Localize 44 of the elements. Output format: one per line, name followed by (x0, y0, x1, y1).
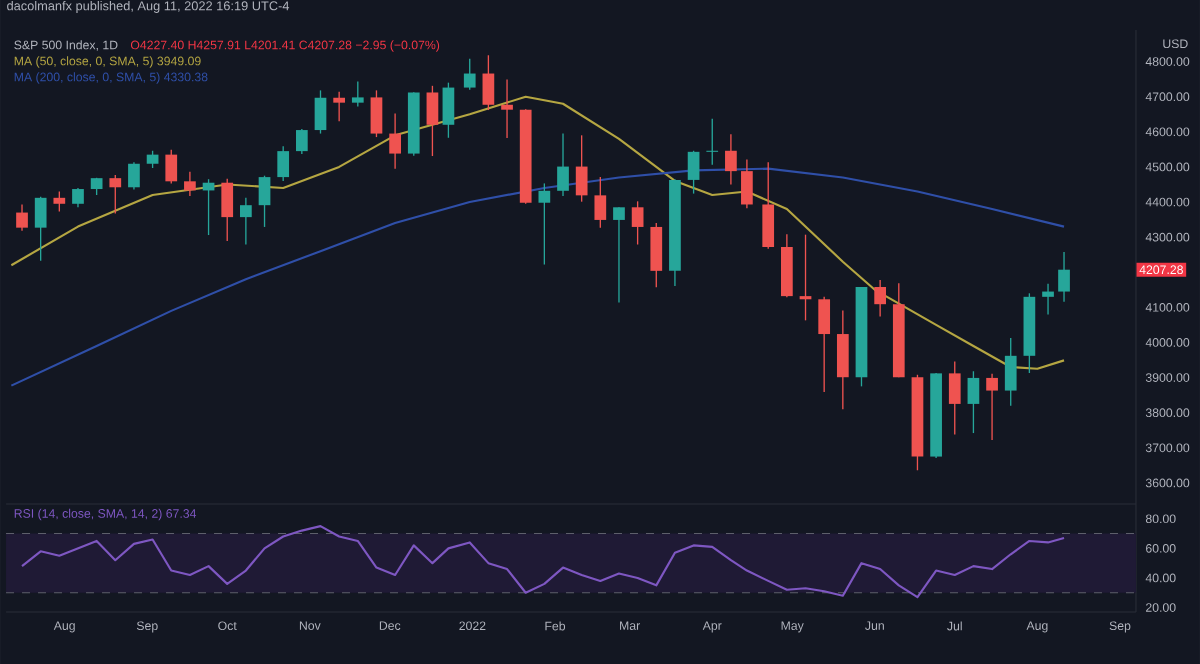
candlestick (34, 196, 47, 262)
candlestick (501, 78, 513, 139)
candlestick (1004, 337, 1017, 407)
candlestick (557, 132, 569, 197)
candlestick (594, 176, 607, 229)
candlestick (295, 128, 308, 155)
candlestick (986, 373, 998, 441)
candlestick (631, 200, 644, 246)
candlestick (1058, 251, 1070, 303)
candlestick (706, 118, 719, 166)
candlestick (53, 190, 66, 213)
candlestick (351, 80, 364, 108)
candlestick (818, 296, 831, 393)
candlestick (762, 161, 775, 250)
candlestick (874, 279, 886, 318)
candlestick (277, 145, 290, 182)
candlestick (128, 161, 140, 191)
candlestick (538, 182, 551, 266)
candlestick (463, 58, 476, 91)
candlestick (16, 203, 28, 232)
candlestick (370, 89, 383, 138)
candlestick (836, 309, 849, 410)
candlestick (314, 89, 327, 135)
candlestick (258, 175, 271, 228)
candlestick (948, 360, 961, 436)
candlestick (1042, 283, 1054, 316)
candlestick (240, 197, 252, 246)
candlestick (967, 370, 980, 434)
candlestick (725, 133, 737, 186)
candlestick (687, 150, 700, 195)
candlestick (165, 149, 178, 185)
candlestick (741, 158, 753, 210)
candlestick (184, 171, 196, 197)
candlestick (333, 91, 346, 122)
candlestick (426, 85, 439, 157)
candlestick (109, 174, 122, 215)
candlestick (72, 187, 84, 208)
candlestick (221, 178, 234, 242)
candlestick (575, 134, 588, 203)
candlestick (442, 81, 455, 139)
candlestick (482, 54, 495, 111)
candlestick (650, 222, 663, 289)
candlestick (613, 206, 625, 304)
candlestick (389, 112, 401, 170)
